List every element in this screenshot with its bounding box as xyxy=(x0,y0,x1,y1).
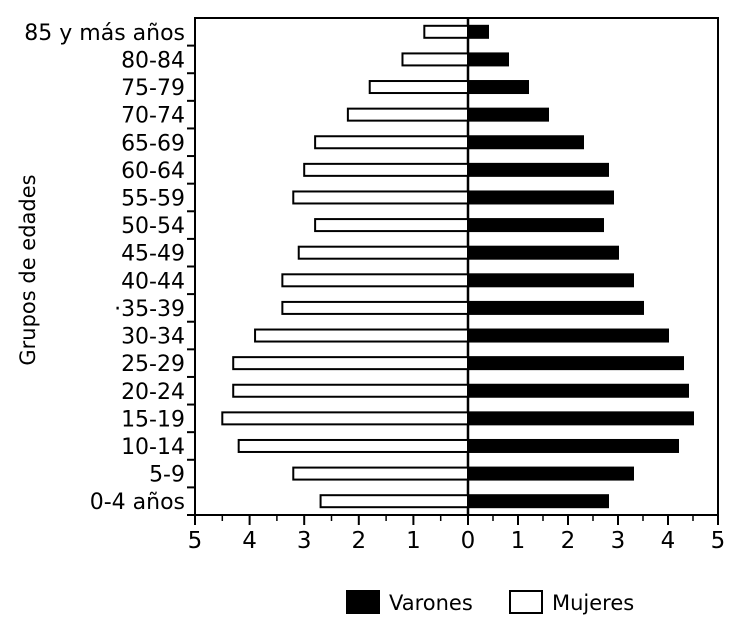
bar-varones xyxy=(467,356,684,371)
legend-label-mujeres: Mujeres xyxy=(552,591,634,615)
bar-varones xyxy=(467,411,694,426)
bar-varones xyxy=(467,328,669,343)
category-label: ·35-39 xyxy=(114,297,185,322)
bar-varones xyxy=(467,162,609,177)
category-label: 75-79 xyxy=(121,76,185,101)
category-label: 45-49 xyxy=(121,242,185,267)
bar-mujeres xyxy=(346,107,470,122)
x-tick-label: 4 xyxy=(242,528,257,554)
x-tick-label: 1 xyxy=(406,528,421,554)
x-tick-label: 3 xyxy=(611,528,626,554)
bar-varones xyxy=(467,80,529,95)
bar-mujeres xyxy=(281,273,469,288)
bar-varones xyxy=(467,466,634,481)
legend-label-varones: Varones xyxy=(389,591,473,615)
bar-varones xyxy=(467,494,609,509)
bar-varones xyxy=(467,300,644,315)
bar-varones xyxy=(467,135,584,150)
bar-varones xyxy=(467,52,509,67)
bar-mujeres xyxy=(292,190,469,205)
category-label: 5-9 xyxy=(149,463,185,488)
bar-mujeres xyxy=(232,383,469,398)
x-tick-label: 3 xyxy=(297,528,312,554)
category-label: 85 y más años xyxy=(24,21,185,46)
x-tick-label: 0 xyxy=(461,528,476,554)
category-label: 10-14 xyxy=(121,435,185,460)
bar-mujeres xyxy=(292,466,469,481)
bar-mujeres xyxy=(221,411,469,426)
category-label: 15-19 xyxy=(121,407,185,432)
bar-mujeres xyxy=(423,24,470,39)
category-label: 55-59 xyxy=(121,186,185,211)
bars-group xyxy=(221,24,694,509)
bar-mujeres xyxy=(368,80,469,95)
category-label: 80-84 xyxy=(121,48,185,73)
category-label: 60-64 xyxy=(121,159,185,184)
x-axis-ticks: 5 4 3 2 1 0 1 2 3 4 5 xyxy=(188,515,726,554)
bar-mujeres xyxy=(297,245,469,260)
bar-mujeres xyxy=(314,135,469,150)
y-axis-label: Grupos de edades xyxy=(16,174,40,365)
bar-varones xyxy=(467,438,679,453)
bar-varones xyxy=(467,24,489,39)
bar-mujeres xyxy=(319,494,469,509)
category-label: 40-44 xyxy=(121,269,185,294)
bar-mujeres xyxy=(237,438,469,453)
bar-mujeres xyxy=(232,356,469,371)
category-label: 20-24 xyxy=(121,380,185,405)
bar-mujeres xyxy=(254,328,469,343)
x-tick-label: 5 xyxy=(711,528,726,554)
x-tick-label: 1 xyxy=(511,528,526,554)
category-label: 30-34 xyxy=(121,325,185,350)
bar-varones xyxy=(467,218,604,233)
x-tick-label: 2 xyxy=(561,528,576,554)
legend: Varones Mujeres xyxy=(346,590,634,615)
category-label: 50-54 xyxy=(121,214,185,239)
bar-varones xyxy=(467,190,614,205)
legend-swatch-varones xyxy=(346,590,380,614)
category-label: 70-74 xyxy=(121,104,185,129)
bar-mujeres xyxy=(281,300,469,315)
category-label: 0-4 años xyxy=(90,490,185,515)
bar-mujeres xyxy=(314,218,469,233)
category-label: 65-69 xyxy=(121,131,185,156)
legend-swatch-mujeres xyxy=(509,590,543,614)
bar-varones xyxy=(467,273,634,288)
bar-varones xyxy=(467,245,619,260)
bar-mujeres xyxy=(303,162,470,177)
bar-varones xyxy=(467,107,549,122)
x-tick-label: 2 xyxy=(351,528,366,554)
x-tick-label: 4 xyxy=(661,528,676,554)
category-label: 25-29 xyxy=(121,352,185,377)
bar-mujeres xyxy=(401,52,470,67)
bar-varones xyxy=(467,383,689,398)
x-tick-label: 5 xyxy=(188,528,203,554)
